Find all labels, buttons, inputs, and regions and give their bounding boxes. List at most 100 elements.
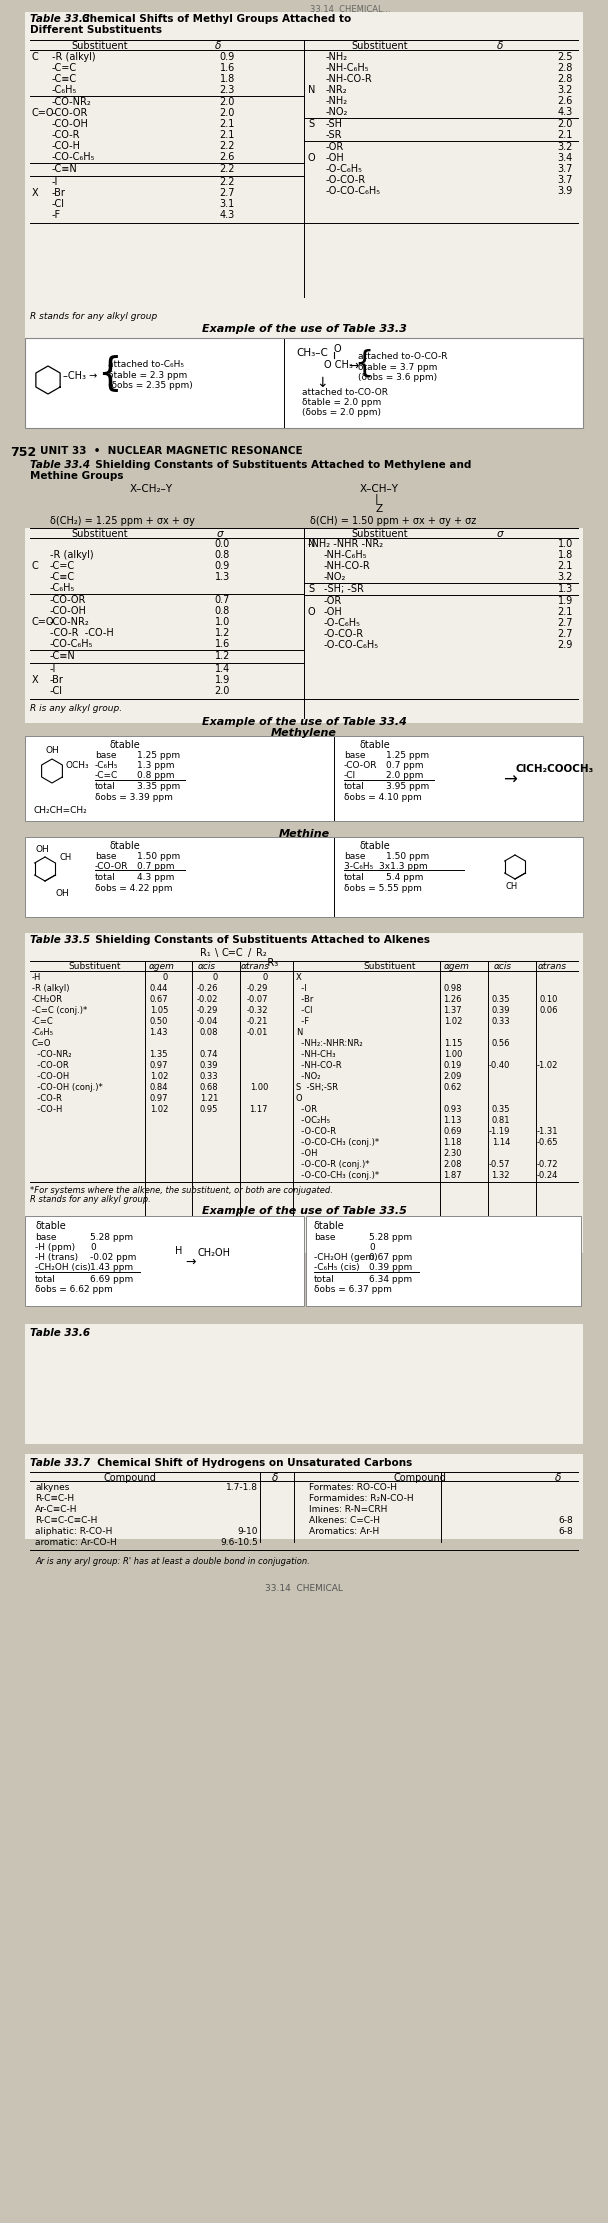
Text: 752: 752 [10,447,36,458]
Text: Example of the use of Table 33.5: Example of the use of Table 33.5 [202,1207,406,1216]
Text: -CO-OR: -CO-OR [50,596,86,605]
Text: (δobs = 3.6 ppm): (δobs = 3.6 ppm) [358,373,437,382]
Text: 0.8: 0.8 [215,607,230,616]
Text: O CH₃: O CH₃ [324,360,353,369]
Text: σ: σ [216,529,223,538]
Text: δ: δ [497,40,503,51]
Text: -CO-OR: -CO-OR [344,760,378,769]
Text: {: { [354,349,373,378]
Text: -OH: -OH [326,153,345,162]
Text: 0.67: 0.67 [150,996,168,1005]
Text: 1.0: 1.0 [558,538,573,549]
Text: 1.26: 1.26 [443,996,462,1005]
Text: δobs = 6.62 ppm: δobs = 6.62 ppm [35,1285,112,1294]
Text: total: total [35,1276,56,1285]
Text: Compound: Compound [393,1474,446,1483]
Bar [0,440,608,2223]
Text: Compound: Compound [103,1474,156,1483]
Text: 1.7-1.8: 1.7-1.8 [226,1483,258,1492]
Text: R₂: R₂ [256,947,267,958]
Text: 1.8: 1.8 [558,549,573,560]
Text: 9.6-10.5: 9.6-10.5 [220,1538,258,1547]
Text: OH: OH [55,889,69,898]
Text: 0.74: 0.74 [199,1049,218,1058]
Text: -0.57: -0.57 [488,1160,510,1169]
Text: -Br: -Br [52,189,66,198]
Text: \: \ [215,947,218,958]
Text: Imines: R-N=CRH: Imines: R-N=CRH [309,1505,387,1514]
Text: 0.08: 0.08 [199,1027,218,1036]
Text: 3.2: 3.2 [558,571,573,582]
Text: 0.7 ppm: 0.7 ppm [386,760,424,769]
Text: -O-CO-R: -O-CO-R [296,1127,336,1136]
Text: 0.93: 0.93 [443,1105,462,1114]
Text: -CO-NR₂: -CO-NR₂ [50,618,90,627]
Text: 1.35: 1.35 [150,1049,168,1058]
Text: -CO-NR₂: -CO-NR₂ [32,1049,72,1058]
Bar [25,736,583,820]
Text: alkynes: alkynes [35,1483,69,1492]
Text: 3.4: 3.4 [558,153,573,162]
Text: O: O [334,345,342,353]
Text: X: X [296,974,302,983]
Text: -SH; -SR: -SH; -SR [324,585,364,594]
Text: attached to-C₆H₅: attached to-C₆H₅ [108,360,184,369]
Text: -0.40: -0.40 [489,1060,510,1069]
Text: →: → [348,360,359,373]
Text: base: base [344,751,365,760]
Text: δtable: δtable [35,1220,66,1232]
Text: 3.35 ppm: 3.35 ppm [137,782,180,791]
Text: 1.15: 1.15 [444,1038,462,1047]
Text: 0.62: 0.62 [443,1083,462,1091]
Text: 33.14  CHEMICAL...: 33.14 CHEMICAL... [309,4,390,13]
Text: 0.84: 0.84 [150,1083,168,1091]
Text: -R (alkyl): -R (alkyl) [32,985,69,994]
Text: base: base [314,1234,336,1243]
Text: -NH-C₆H₅: -NH-C₆H₅ [326,62,370,73]
Text: 3.95 ppm: 3.95 ppm [386,782,429,791]
Text: 1.32: 1.32 [491,1172,510,1180]
Text: -CO-OR: -CO-OR [32,1060,69,1069]
Text: -NO₂: -NO₂ [324,571,347,582]
Text: Table 33.5: Table 33.5 [30,936,90,945]
Text: 0.44: 0.44 [150,985,168,994]
Text: -0.29: -0.29 [247,985,268,994]
Text: 0.50: 0.50 [150,1016,168,1027]
Text: -0.02 ppm: -0.02 ppm [90,1254,136,1263]
Text: total: total [344,782,365,791]
Bar [25,838,583,918]
Text: 3.1: 3.1 [219,200,235,209]
Text: 1.00: 1.00 [444,1049,462,1058]
Text: →: → [503,771,517,789]
Text: -0.21: -0.21 [247,1016,268,1027]
Text: Alkenes: C=C-H: Alkenes: C=C-H [309,1516,380,1525]
Text: -CH₂OH (cis): -CH₂OH (cis) [35,1263,91,1272]
Text: -C=C: -C=C [50,560,75,571]
Text: 2.0: 2.0 [219,109,235,118]
Text: -NH-CO-R: -NH-CO-R [326,73,373,84]
Text: 0.69: 0.69 [443,1127,462,1136]
Text: Substituent: Substituent [69,963,121,971]
Text: -F: -F [296,1016,309,1027]
Text: total: total [95,782,116,791]
Text: -CO-R: -CO-R [32,1094,62,1103]
Text: Example of the use of Table 33.4: Example of the use of Table 33.4 [202,718,406,727]
Text: N: N [296,1027,302,1036]
Text: 2.09: 2.09 [444,1071,462,1080]
Text: 2.1: 2.1 [219,120,235,129]
Text: Table 33.4: Table 33.4 [30,460,90,469]
Text: -1.19: -1.19 [489,1127,510,1136]
Text: -NH-CO-R: -NH-CO-R [324,560,371,571]
Text: αtrans: αtrans [537,963,567,971]
Text: 3.2: 3.2 [558,84,573,96]
Text: 0: 0 [213,974,218,983]
Text: R₃: R₃ [258,958,278,967]
Text: 0.10: 0.10 [540,996,558,1005]
Text: 1.25 ppm: 1.25 ppm [386,751,429,760]
Text: αcis: αcis [494,963,512,971]
Text: R is any alkyl group.: R is any alkyl group. [30,705,122,714]
Text: 0.0: 0.0 [215,538,230,549]
Bar [25,1216,304,1305]
Text: -C=C (conj.)*: -C=C (conj.)* [32,1007,88,1016]
Text: -NH-CH₃: -NH-CH₃ [296,1049,336,1058]
